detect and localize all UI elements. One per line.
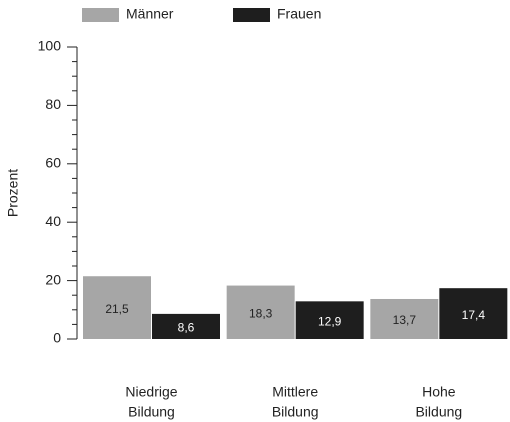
- y-tick-label: 80: [45, 96, 61, 112]
- bar: [83, 276, 151, 339]
- y-tick-label: 40: [45, 213, 61, 229]
- legend-swatch: [82, 8, 119, 22]
- value-label: 18,3: [249, 306, 273, 320]
- legend-label: Frauen: [277, 6, 321, 22]
- value-label: 17,4: [462, 308, 486, 322]
- bar: [370, 298, 439, 339]
- x-tick-label: Bildung: [128, 404, 175, 420]
- legend-swatch: [233, 8, 270, 22]
- x-tick-label: Hohe: [422, 384, 456, 400]
- value-label: 21,5: [105, 302, 129, 316]
- y-tick-label: 20: [45, 271, 61, 287]
- bar: [226, 285, 295, 339]
- bar: [152, 313, 220, 339]
- x-tick-label: Bildung: [415, 404, 462, 420]
- x-tick-label: Mittlere: [272, 384, 318, 400]
- value-label: 13,7: [393, 313, 417, 327]
- y-tick-label: 100: [38, 38, 62, 54]
- y-tick-label: 0: [53, 330, 61, 346]
- bar: [295, 301, 364, 339]
- x-tick-label: Niedrige: [125, 384, 177, 400]
- x-tick-label: Bildung: [272, 404, 319, 420]
- bar: [439, 288, 508, 339]
- legend-label: Männer: [126, 6, 174, 22]
- y-axis-label: Prozent: [5, 169, 21, 217]
- value-label: 12,9: [318, 314, 342, 328]
- y-tick-label: 60: [45, 155, 61, 171]
- value-label: 8,6: [178, 321, 195, 335]
